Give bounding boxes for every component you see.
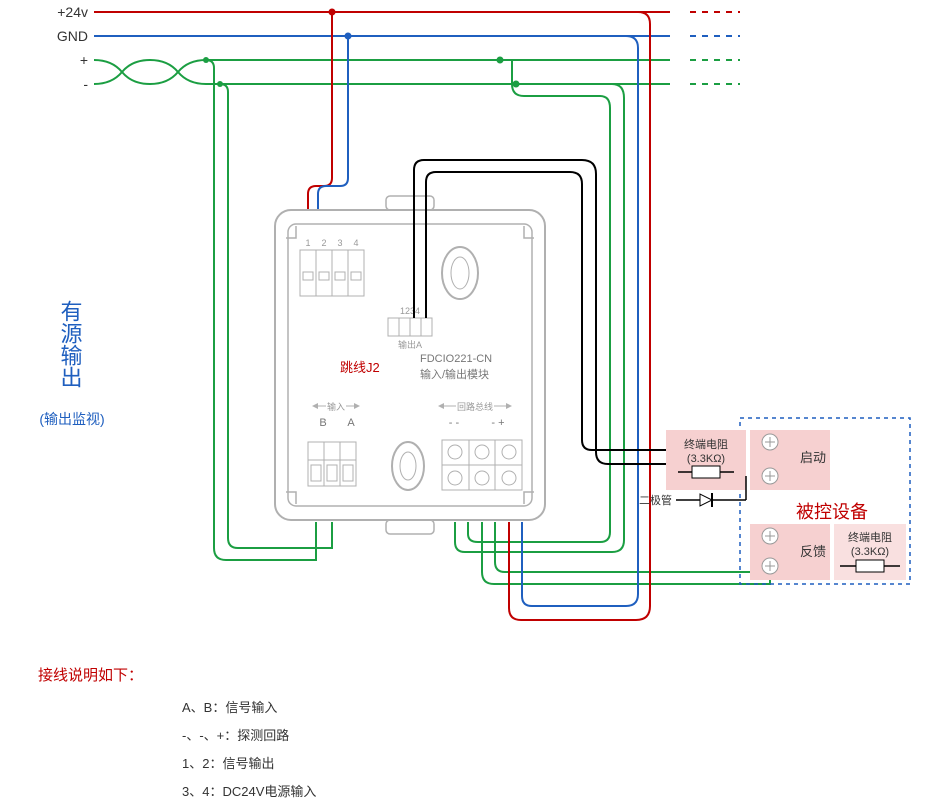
legend-line-3: 3、4：DC24V电源输入 (182, 784, 316, 799)
diode-label: 二极管 (639, 493, 672, 507)
dip-2: 2 (321, 238, 326, 248)
in-B: B (319, 417, 326, 429)
side-title: 有源输出 (输出监视) (39, 300, 104, 427)
feedback-label: 反馈 (800, 544, 826, 559)
side-title-main: 有源输出 (58, 300, 83, 388)
loop-caption: 回路总线 (457, 401, 493, 412)
legend-line-0: A、B：信号输入 (182, 700, 277, 715)
loop-1: - - (449, 417, 460, 429)
loop-2: - + (491, 417, 504, 429)
module: 1 2 3 4 1234 输出A 跳线J2 FDCIO221-CN 输入/输出模… (275, 196, 545, 534)
top-entry-wires (308, 12, 348, 218)
rail-plus-label: + (80, 52, 88, 68)
module-partno: FDCIO221-CN (420, 353, 492, 365)
dip-4: 4 (353, 238, 358, 248)
in-A: A (347, 417, 355, 429)
output-pins: 1234 (400, 306, 420, 316)
term-val-2: (3.3KΩ) (851, 546, 889, 558)
controlled-device: 终端电阻 (3.3KΩ) 启动 二极管 被控设备 反馈 终端电阻 (639, 418, 910, 584)
rail-minus-label: - (83, 76, 88, 92)
jumper-label: 跳线J2 (340, 360, 380, 375)
term-val-1: (3.3KΩ) (687, 453, 725, 465)
legend: 接线说明如下： A、B：信号输入 -、-、+：探测回路 1、2：信号输出 3、4… (38, 667, 316, 799)
wiring-diagram: +24v GND + - (0, 0, 950, 810)
legend-line-1: -、-、+：探测回路 (182, 728, 289, 743)
output-caption: 输出A (398, 339, 422, 350)
legend-title: 接线说明如下： (38, 667, 143, 684)
side-title-sub: (输出监视) (39, 411, 104, 427)
module-desc: 输入/输出模块 (420, 367, 489, 381)
in-caption: 输入 (327, 401, 345, 412)
dip-1: 1 (305, 238, 310, 248)
rail-24v-label: +24v (57, 4, 88, 20)
legend-line-2: 1、2：信号输出 (182, 756, 274, 771)
term-res-label-2: 终端电阻 (848, 530, 892, 544)
rail-twisted-pair: + - (80, 52, 740, 92)
start-label: 启动 (800, 450, 826, 465)
rail-gnd-label: GND (57, 28, 88, 44)
term-res-label-1: 终端电阻 (684, 437, 728, 451)
dip-3: 3 (337, 238, 342, 248)
device-title: 被控设备 (796, 502, 868, 522)
